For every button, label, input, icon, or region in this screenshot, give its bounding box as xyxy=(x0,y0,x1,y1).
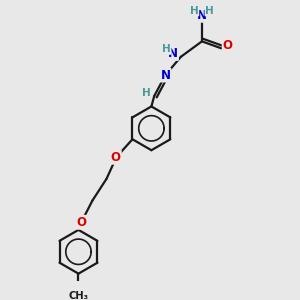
Text: N: N xyxy=(160,68,170,82)
Text: H: H xyxy=(206,5,214,16)
Text: O: O xyxy=(111,151,121,164)
Text: H: H xyxy=(190,5,198,16)
Text: N: N xyxy=(197,9,207,22)
Text: H: H xyxy=(162,44,171,54)
Text: O: O xyxy=(223,38,233,52)
Text: H: H xyxy=(142,88,151,98)
Text: N: N xyxy=(168,47,178,60)
Text: O: O xyxy=(77,216,87,229)
Text: CH₃: CH₃ xyxy=(68,291,88,300)
